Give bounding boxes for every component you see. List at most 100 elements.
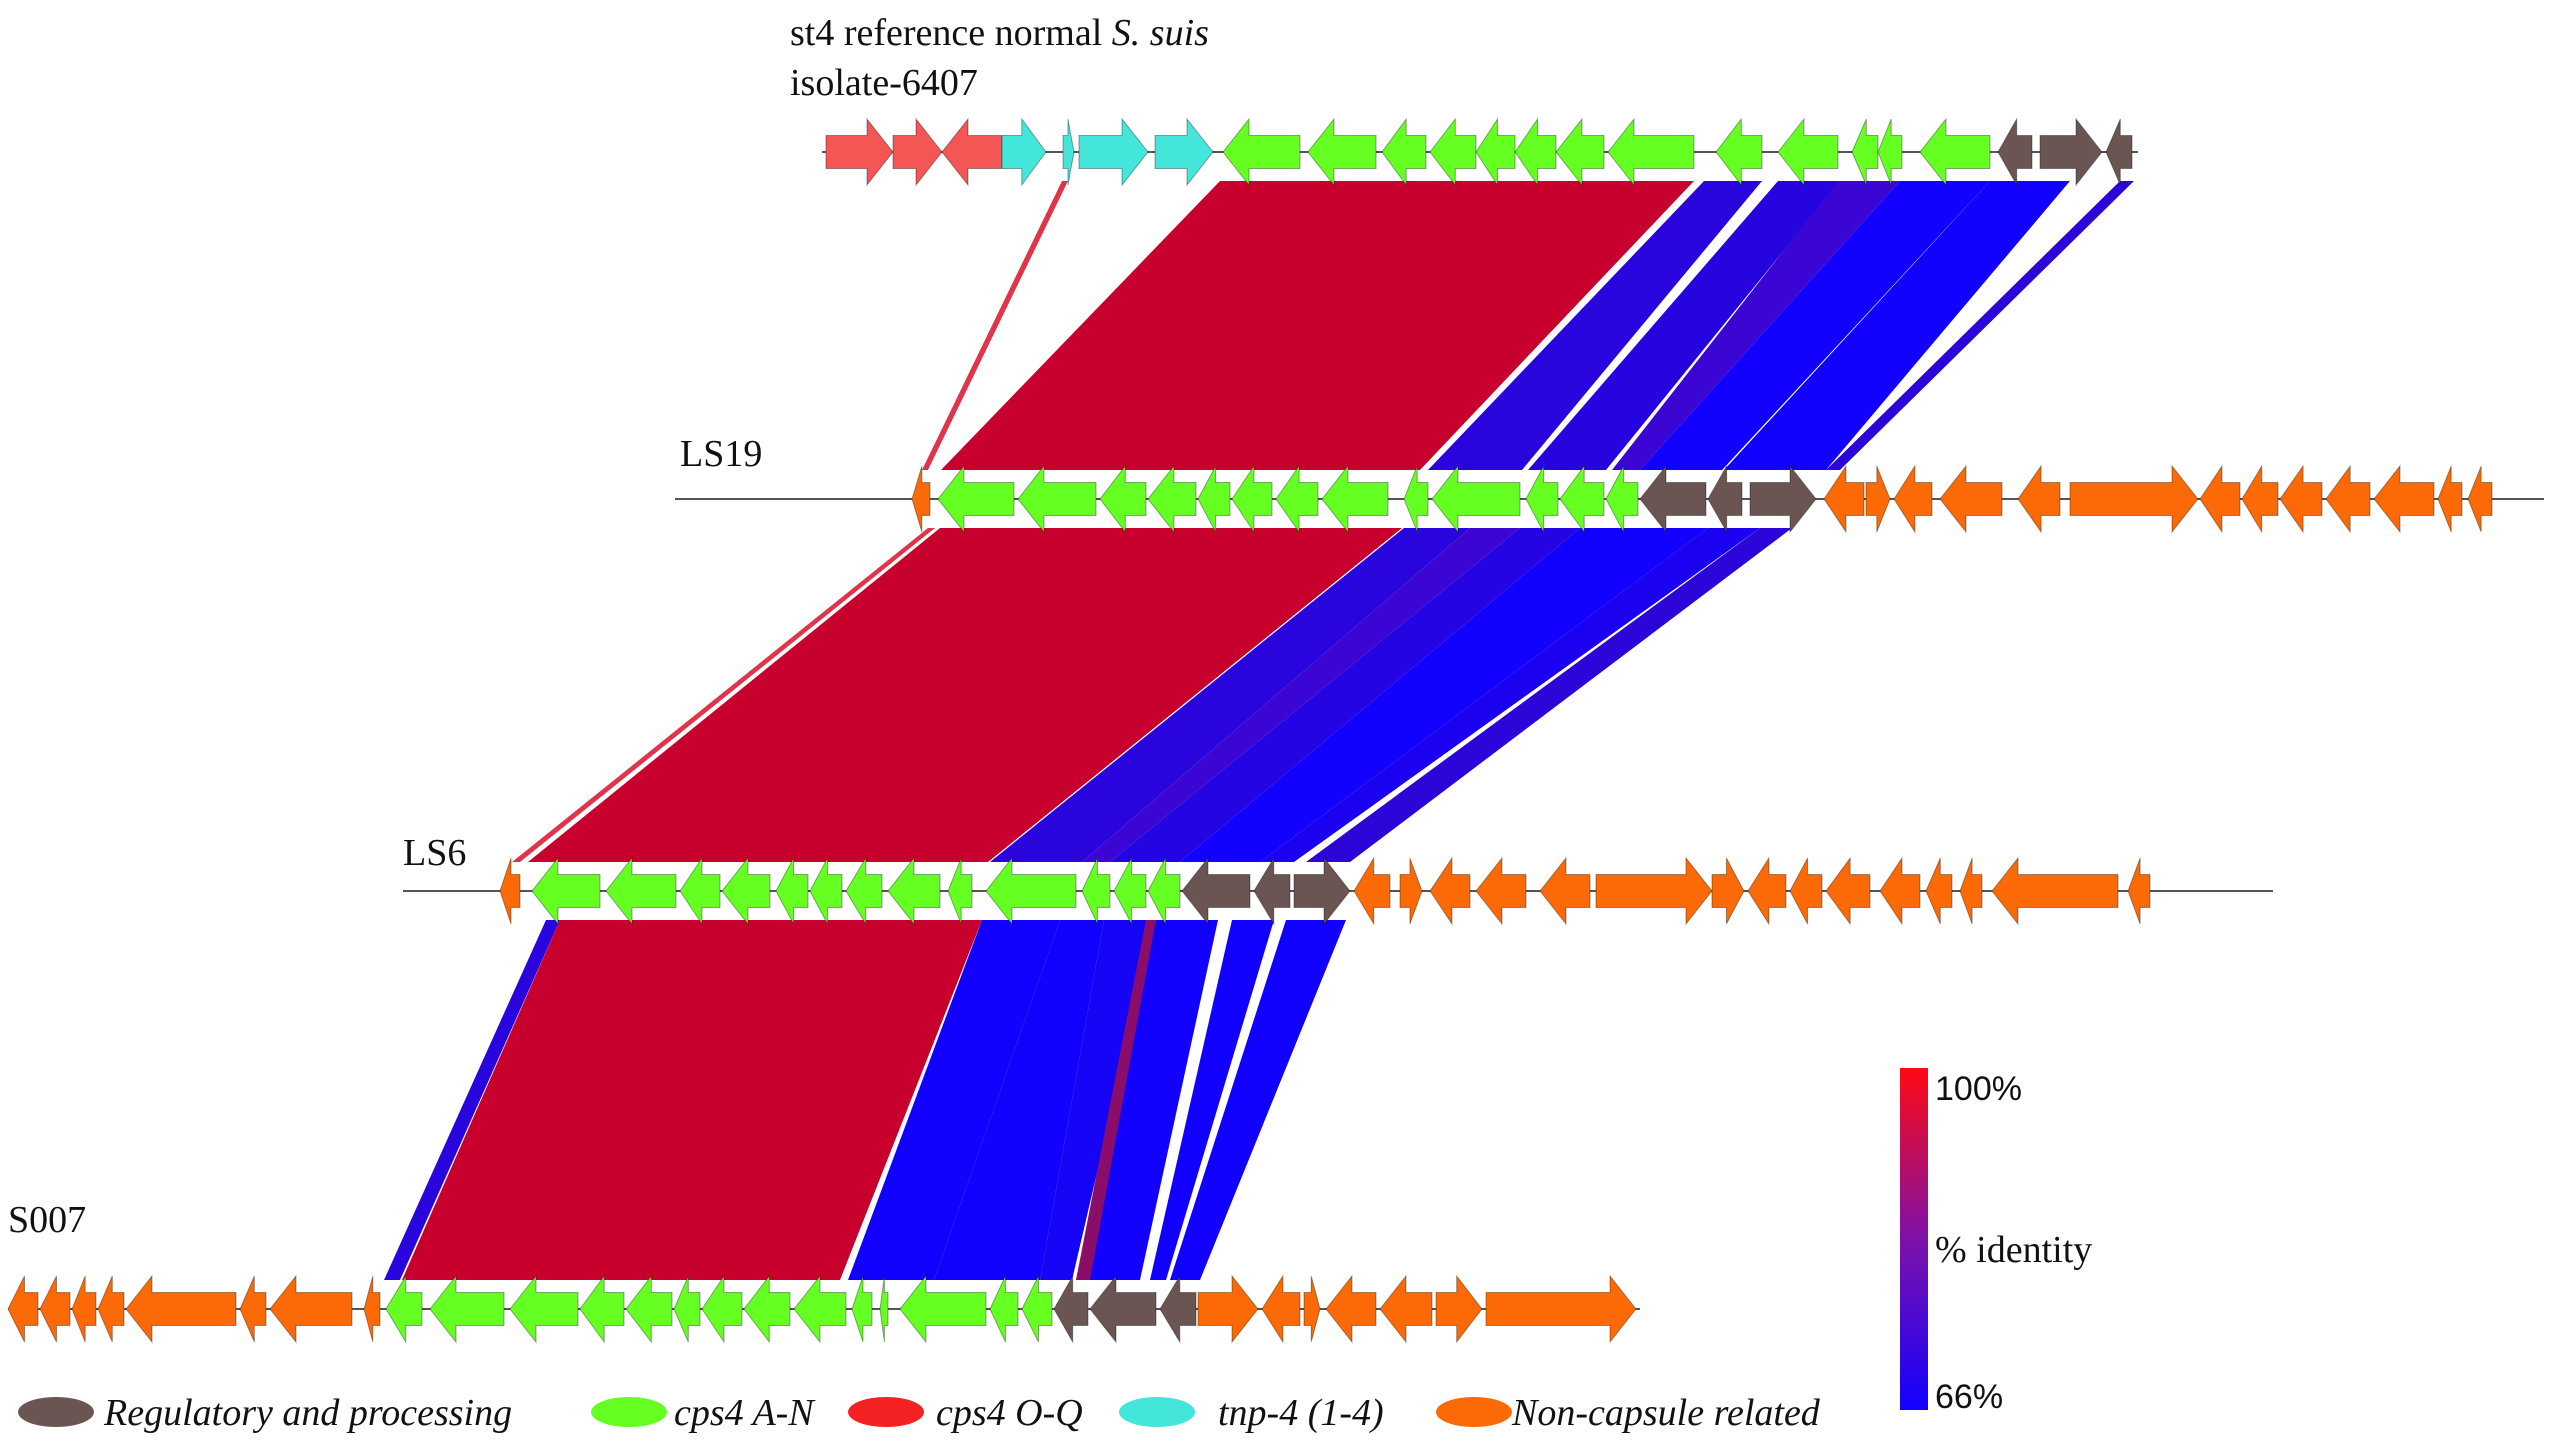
comparison-band [848,920,1060,1280]
gene-arrow [1154,117,1214,187]
gene-arrow [1559,464,1605,534]
gene-arrow [1321,464,1389,534]
comparison-band [934,920,1104,1280]
gene-arrow [1431,464,1521,534]
gene-arrow [775,857,809,925]
legend-label-tnp: tnp-4 (1-4) [1218,1392,1384,1434]
gene-arrow [1017,464,1097,534]
gene-arrow [1379,1274,1433,1344]
legend-swatch-cps-an [591,1397,667,1427]
gene-arrow [1197,1274,1259,1344]
gene-arrow [899,1274,987,1344]
gene-arrow [1711,857,1745,925]
gene-arrow [1715,117,1763,187]
identity-scale-max-label: 100% [1935,1070,2022,1108]
gene-arrow [531,856,601,926]
gene-arrow [1639,464,1707,534]
gene-arrow [1435,1274,1483,1344]
gene-arrow [1525,465,1559,533]
gene-arrow [7,1275,39,1343]
gene-arrow [1303,1275,1321,1343]
legend-swatch-noncapsule [1436,1397,1512,1427]
gene-arrow [947,857,973,925]
gene-arrow [625,1274,673,1344]
gene-arrow [1939,464,2003,534]
gene-arrow [1021,1275,1053,1343]
legend-swatch-cps-oq [848,1397,924,1427]
gene-arrow [1307,117,1377,187]
comparison-band [1428,181,1762,470]
gene-arrow [1429,117,1477,187]
legend-swatch-regulatory [18,1397,94,1427]
gene-arrow [363,1275,381,1343]
gene-arrow [2069,464,2199,534]
gene-arrow [2437,465,2463,533]
gene-arrow [1081,857,1111,925]
gene-arrow [1997,117,2033,187]
comparison-band [1082,528,1520,862]
gene-arrow [429,1274,505,1344]
gene-arrow [1275,464,1319,534]
legend-label-noncapsule: Non-capsule related [1511,1392,1821,1434]
gene-arrow [1825,856,1871,926]
gene-arrow [1514,117,1557,187]
gene-arrow [1001,117,1047,187]
legend-swatch-tnp [1119,1397,1195,1427]
comparison-band [1150,920,1274,1280]
gene-arrow [887,856,941,926]
identity-scale-min-label: 66% [1935,1378,2003,1416]
comparison-bands [384,181,2134,1280]
gene-arrow [1403,465,1429,533]
gene-arrow [1823,464,1865,534]
gene-arrow [605,856,677,926]
gene-arrow [1475,117,1516,187]
track-label-ls19: LS19 [680,433,762,475]
gene-arrow [1113,857,1147,925]
gene-arrow [1475,856,1527,926]
gene-arrow [1325,1274,1377,1344]
gene-arrow [509,1274,579,1344]
track-label-ref-line2: isolate-6407 [790,62,978,104]
legend-label-cps-oq: cps4 O-Q [936,1392,1083,1434]
gene-arrow [937,464,1015,534]
comparison-band [528,528,1402,862]
gene-arrow [1789,857,1823,925]
gene-arrow [1078,117,1149,187]
gene-arrow [1879,856,1921,926]
gene-arrow [2127,857,2151,925]
gene-arrow [39,1275,71,1343]
gene-arrow [879,1275,889,1343]
comparison-band [922,181,1068,470]
gene-arrow [1605,465,1639,533]
comparison-band [941,181,1694,470]
gene-arrow [941,117,1003,187]
gene-arrow [892,117,943,187]
gene-arrow [1959,857,1983,925]
gene-arrow [1485,1274,1637,1344]
gene-arrow [679,856,721,926]
comparison-band [1612,181,1900,470]
gene-arrow [2241,464,2279,534]
gene-arrow [845,856,883,926]
gene-arrow [743,1274,791,1344]
gene-arrow [1089,1274,1157,1344]
gene-arrow [1159,1274,1197,1344]
gene-arrow [989,1275,1019,1343]
gene-arrow [985,856,1077,926]
gene-arrow [2467,465,2493,533]
gene-arrow [97,1275,125,1343]
gene-arrow [499,857,521,925]
gene-arrow [1607,117,1695,187]
gene-arrow [1707,464,1743,534]
gene-arrow [911,465,931,533]
comparison-band [1076,920,1218,1280]
comparison-band [1528,181,1840,470]
gene-arrow [1539,856,1591,926]
gene-arrow [579,1274,625,1344]
gene-arrow [2017,464,2061,534]
gene-arrow [1261,1274,1301,1344]
gene-arrows [7,117,2493,1344]
gene-arrow [1747,856,1787,926]
gene-arrow [1595,856,1713,926]
gene-arrow [2039,117,2103,187]
